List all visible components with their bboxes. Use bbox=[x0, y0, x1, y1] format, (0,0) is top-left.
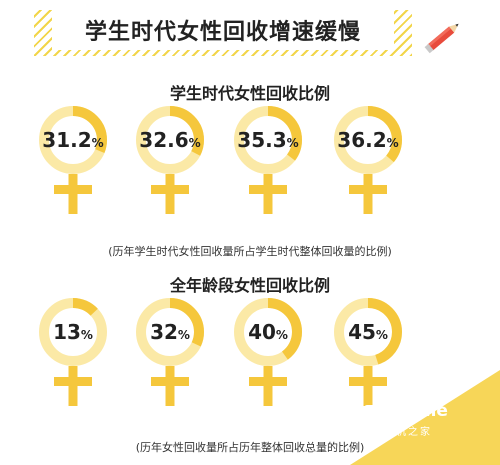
value-number: 35.3 bbox=[237, 128, 286, 152]
symbol-crossbar bbox=[151, 185, 189, 194]
symbol-crossbar bbox=[151, 377, 189, 386]
female-symbol: 35.3%2017年 bbox=[234, 106, 302, 214]
title-banner: 学生时代女性回收增速缓慢 bbox=[34, 10, 412, 56]
symbol-crossbar bbox=[54, 377, 92, 386]
chart-all-ages: 13%2015年32%2016年40%2017年45%2018年 bbox=[39, 298, 402, 406]
pencil-icon bbox=[424, 23, 459, 54]
symbol-crossbar bbox=[54, 185, 92, 194]
donut-value-arc bbox=[334, 298, 402, 366]
value-number: 32 bbox=[150, 320, 178, 344]
corner-decoration bbox=[350, 370, 500, 465]
value-unit: % bbox=[376, 328, 388, 342]
title-box: 学生时代女性回收增速缓慢 bbox=[52, 10, 394, 50]
donut-value-arc bbox=[136, 106, 204, 174]
female-symbol: 13%2015年 bbox=[39, 298, 107, 406]
value-label: 32% bbox=[150, 320, 190, 344]
value-label: 31.2% bbox=[42, 128, 103, 152]
value-number: 40 bbox=[248, 320, 276, 344]
donut-value-arc bbox=[136, 298, 204, 366]
symbol-crossbar bbox=[249, 185, 287, 194]
donut-value-arc bbox=[334, 106, 402, 174]
value-unit: % bbox=[276, 328, 288, 342]
value-number: 45 bbox=[348, 320, 376, 344]
female-symbol: 36.2%2018年 bbox=[334, 106, 402, 214]
value-unit: % bbox=[81, 328, 93, 342]
value-number: 13 bbox=[53, 320, 81, 344]
female-symbol: 40%2017年 bbox=[234, 298, 302, 406]
donut-value-arc bbox=[39, 106, 107, 174]
phone-icon bbox=[364, 405, 382, 431]
watermark-sub: 手机之家 bbox=[384, 427, 432, 438]
value-label: 13% bbox=[53, 320, 93, 344]
value-label: 45% bbox=[348, 320, 388, 344]
female-symbol: 31.2%2015年 bbox=[39, 106, 107, 214]
value-label: 40% bbox=[248, 320, 288, 344]
section1-title: 学生时代女性回收比例 bbox=[169, 84, 330, 103]
donut-value-arc bbox=[234, 106, 302, 174]
value-unit: % bbox=[387, 136, 399, 150]
value-unit: % bbox=[178, 328, 190, 342]
value-label: 32.6% bbox=[139, 128, 200, 152]
female-symbol: 32.6%2016年 bbox=[136, 106, 204, 214]
value-label: 36.2% bbox=[337, 128, 398, 152]
symbol-crossbar bbox=[349, 185, 387, 194]
donut-value-arc bbox=[234, 298, 302, 366]
page-title: 学生时代女性回收增速缓慢 bbox=[84, 20, 361, 45]
section2-title: 全年龄段女性回收比例 bbox=[169, 276, 330, 295]
value-label: 35.3% bbox=[237, 128, 298, 152]
donut-value-arc bbox=[39, 298, 107, 366]
value-unit: % bbox=[287, 136, 299, 150]
watermark-brand: Mobile bbox=[384, 401, 448, 421]
chart-student-era: 31.2%2015年 32.6%2016年 35.3%2017年 36.2%2018年 bbox=[39, 106, 402, 214]
section2-note: (历年女性回收量所占历年整体回收总量的比例) bbox=[135, 441, 365, 454]
value-number: 31.2 bbox=[42, 128, 91, 152]
symbol-crossbar bbox=[249, 377, 287, 386]
female-symbol: 32%2016年 bbox=[136, 298, 204, 406]
value-number: 36.2 bbox=[337, 128, 386, 152]
value-unit: % bbox=[189, 136, 201, 150]
watermark: Mobile 手机之家 bbox=[364, 401, 464, 441]
section1-note: (历年学生时代女性回收量所占学生时代整体回收量的比例) bbox=[108, 245, 392, 258]
value-number: 32.6 bbox=[139, 128, 188, 152]
value-unit: % bbox=[92, 136, 104, 150]
